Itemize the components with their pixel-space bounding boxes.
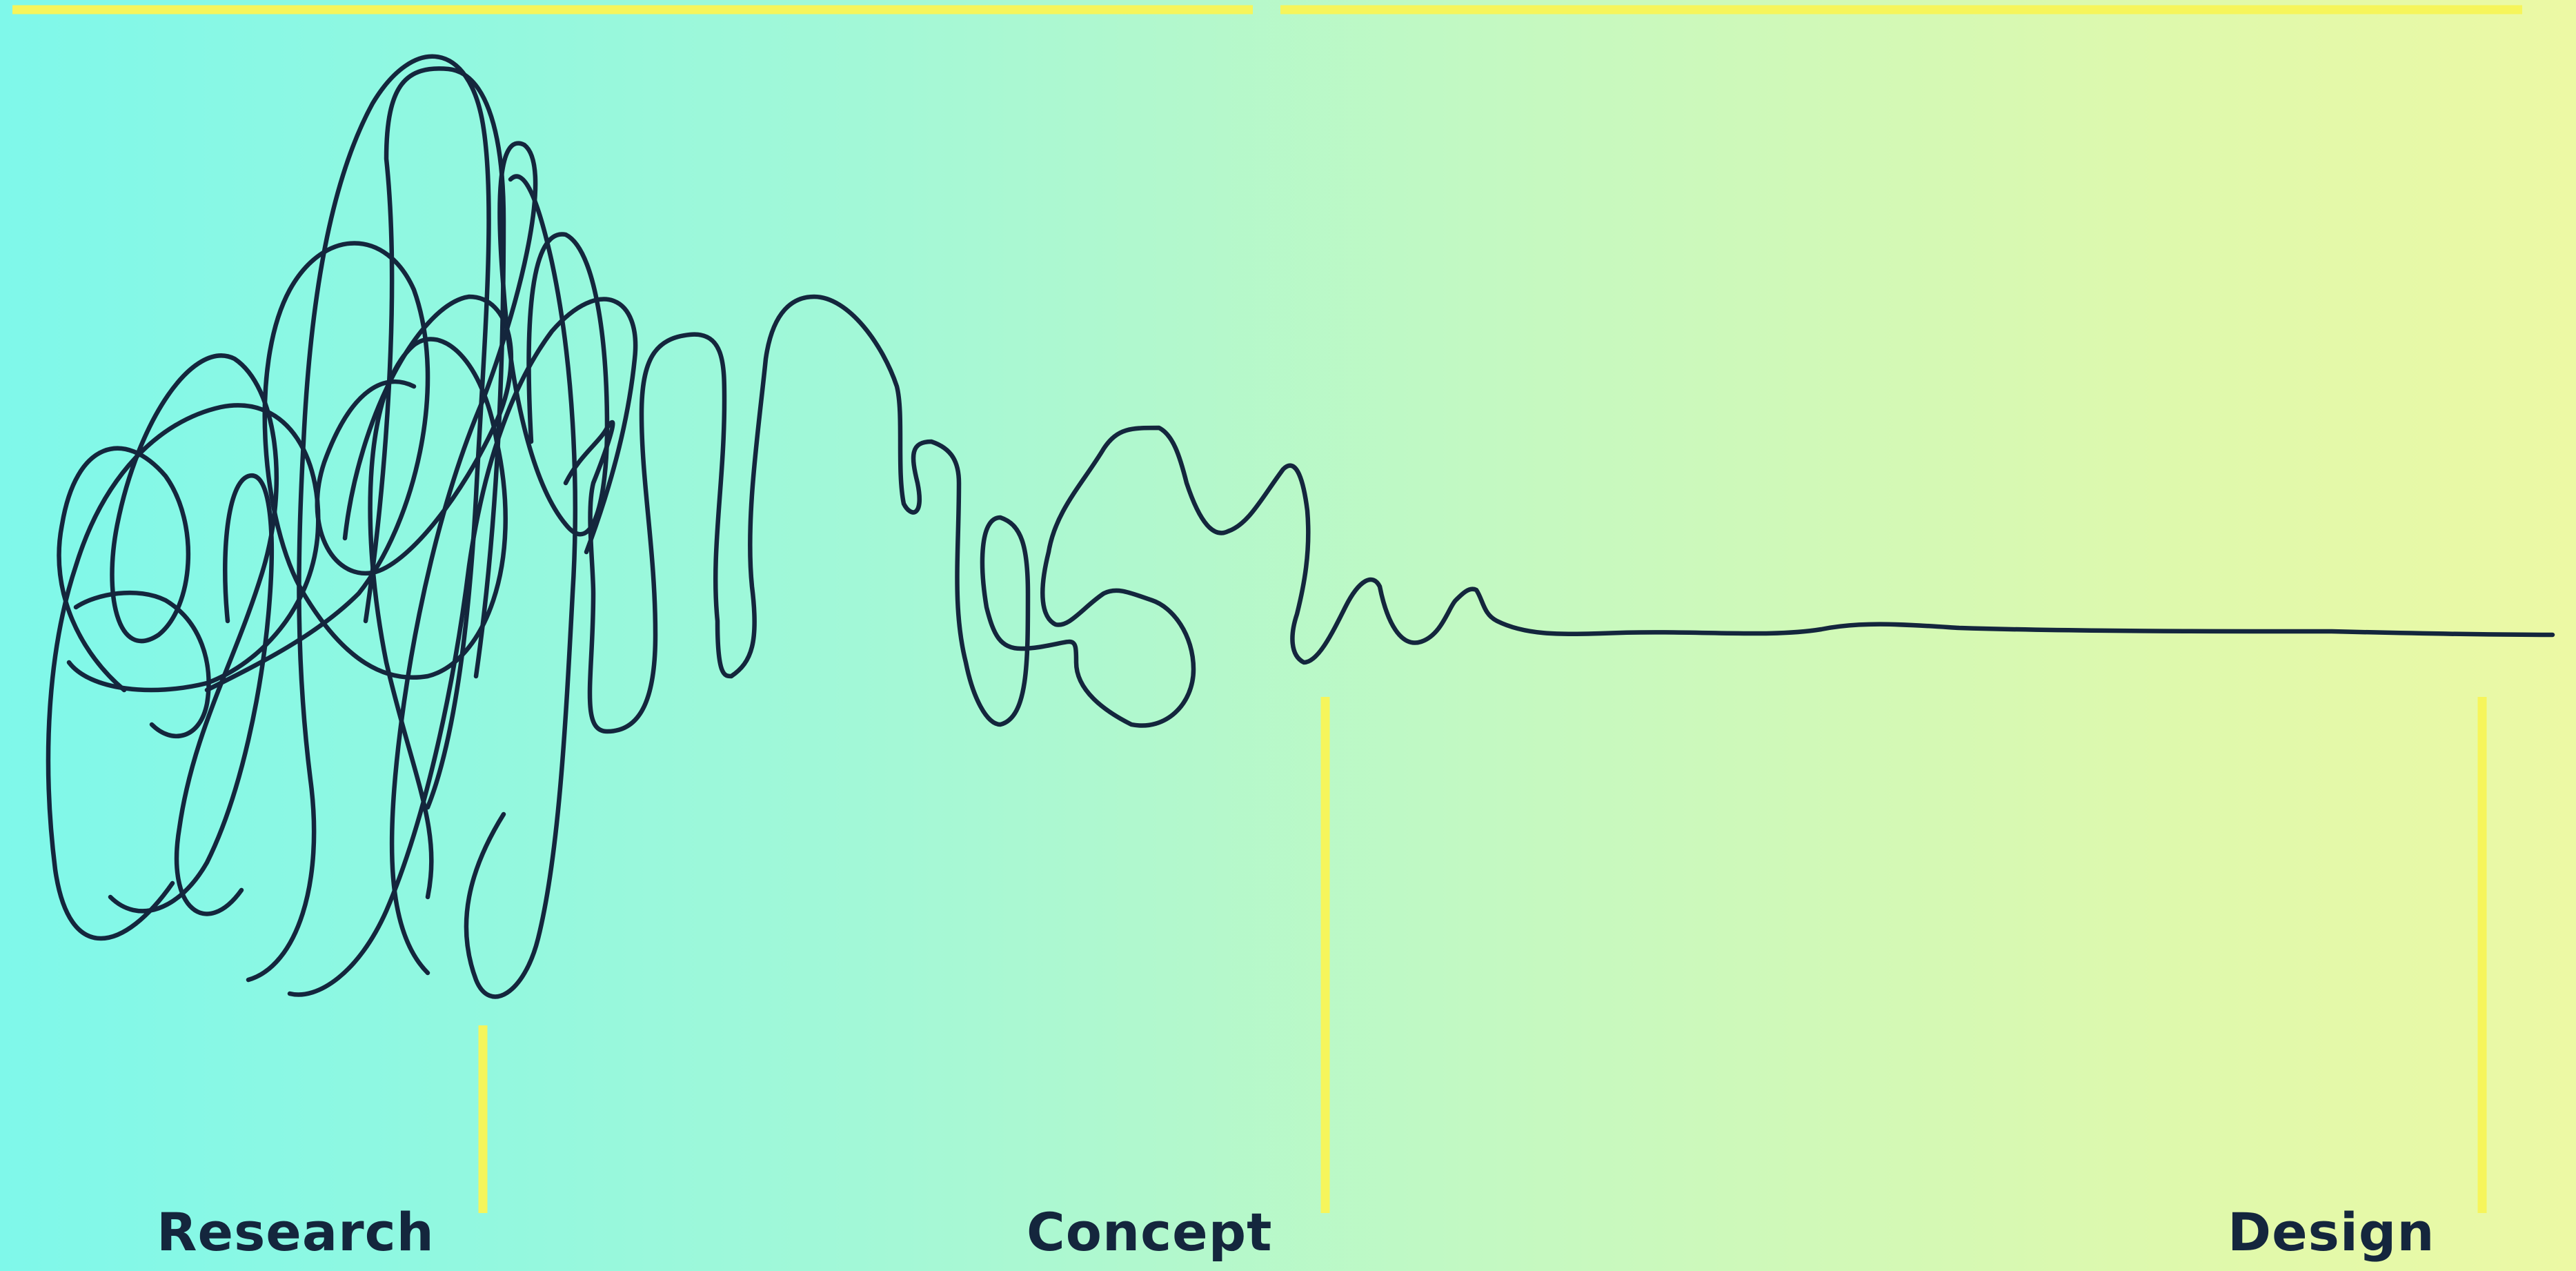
- stage-label-research: Research: [157, 1201, 435, 1263]
- stage-label-concept: Concept: [1027, 1201, 1273, 1263]
- research-scribble: [46, 54, 638, 999]
- process-line: [563, 294, 2555, 734]
- stage-label-design: Design: [2228, 1201, 2435, 1263]
